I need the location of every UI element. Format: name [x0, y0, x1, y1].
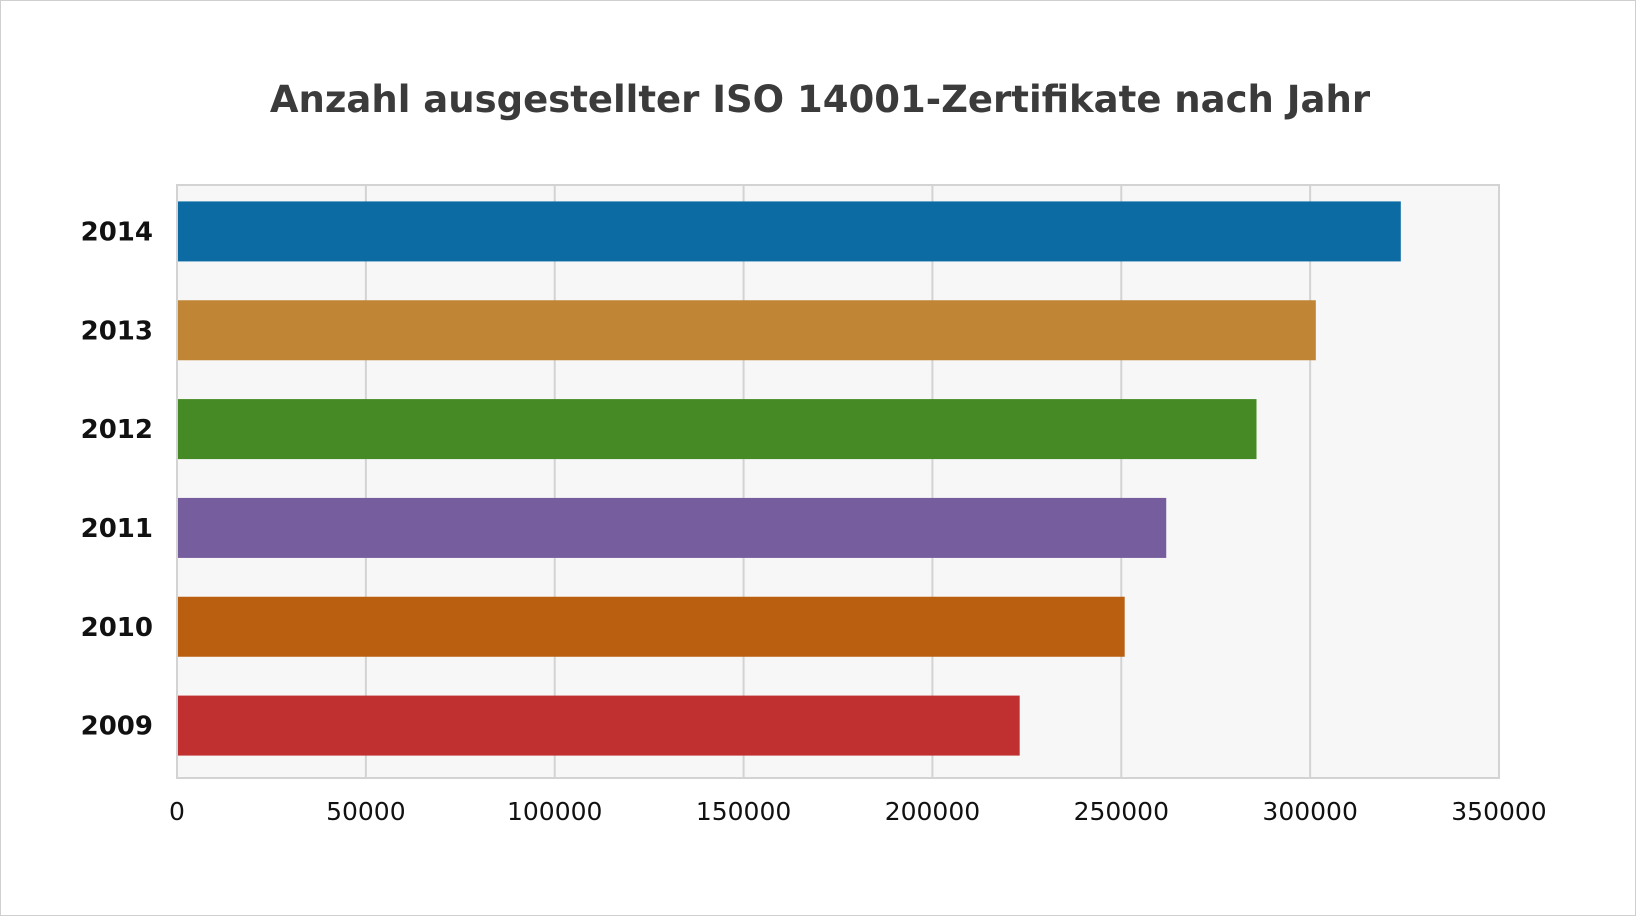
y-category-label: 2014 — [81, 217, 153, 247]
x-tick-label: 250000 — [1074, 797, 1169, 826]
bar-2012 — [178, 399, 1257, 460]
x-tick-label: 100000 — [507, 797, 602, 826]
chart-title: Anzahl ausgestellter ISO 14001-Zertifika… — [270, 78, 1371, 121]
x-tick-label: 50000 — [326, 797, 406, 826]
x-axis-labels: 0 50000 100000 150000 200000 250000 300000 3500… — [169, 797, 1547, 826]
x-tick-label: 350000 — [1451, 797, 1546, 826]
bar-2013 — [178, 300, 1316, 361]
x-tick-label: 150000 — [696, 797, 791, 826]
bar-2010 — [178, 596, 1125, 657]
bar-2011 — [178, 497, 1167, 558]
bar-2009 — [178, 695, 1020, 756]
y-category-label: 2012 — [81, 415, 153, 445]
x-tick-label: 300000 — [1262, 797, 1357, 826]
grid-lines — [364, 185, 1312, 778]
x-tick-label: 0 — [169, 797, 185, 826]
y-axis-labels: 2014 2013 2012 2011 2010 2009 — [81, 217, 153, 741]
plot-area — [176, 184, 1500, 779]
y-category-label: 2011 — [81, 514, 153, 544]
y-category-label: 2009 — [81, 712, 153, 742]
bars — [178, 201, 1401, 756]
y-category-label: 2010 — [81, 613, 153, 643]
x-tick-label: 200000 — [885, 797, 980, 826]
bar-2014 — [178, 201, 1401, 262]
y-category-label: 2013 — [81, 316, 153, 346]
